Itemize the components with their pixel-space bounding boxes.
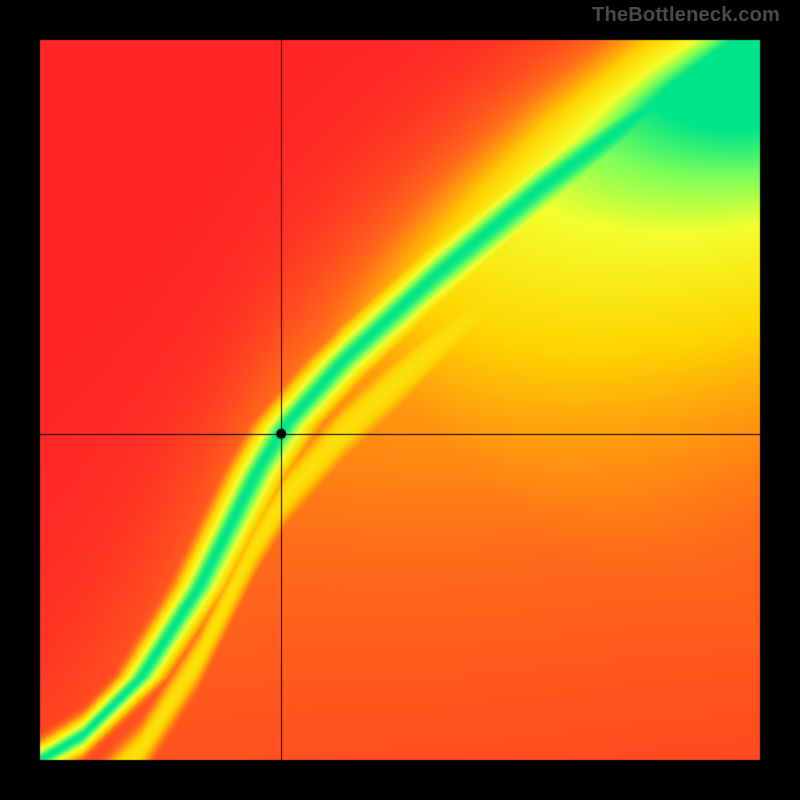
chart-container: TheBottleneck.com	[0, 0, 800, 800]
attribution-text: TheBottleneck.com	[592, 4, 780, 27]
heatmap-canvas	[0, 0, 800, 800]
